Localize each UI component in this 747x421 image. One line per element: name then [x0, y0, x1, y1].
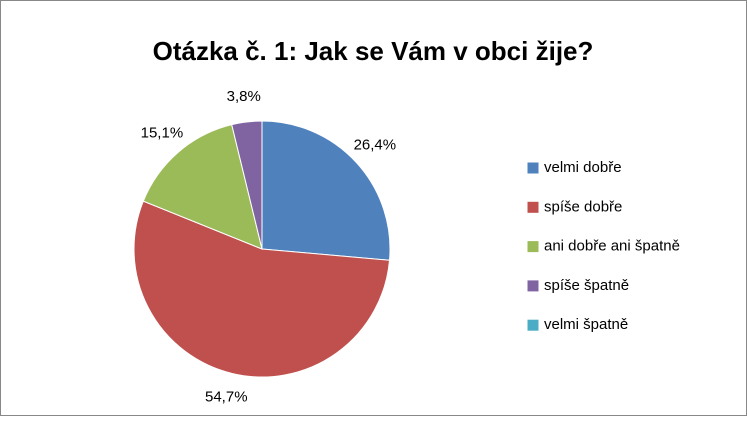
- legend-label: spíše dobře: [544, 198, 622, 215]
- data-label: 15,1%: [141, 124, 184, 141]
- pie-slice: [142, 124, 263, 250]
- legend-label: velmi špatně: [544, 316, 628, 333]
- data-label: 26,4%: [354, 137, 397, 154]
- legend-swatch: [526, 318, 540, 332]
- data-label: 3,8%: [227, 88, 261, 105]
- pie-slice: [261, 120, 391, 261]
- legend-label: ani dobře ani špatně: [544, 238, 680, 255]
- data-label: 54,7%: [205, 389, 248, 406]
- legend-label: velmi dobře: [544, 159, 622, 176]
- legend-swatch: [526, 161, 540, 175]
- legend-swatch: [526, 200, 540, 214]
- chart-title: Otázka č. 1: Jak se Vám v obci žije?: [153, 36, 594, 66]
- pie-slice: [133, 200, 391, 378]
- legend-swatch: [526, 240, 540, 254]
- legend-label: spíše špatně: [544, 277, 629, 294]
- legend-swatch: [526, 279, 540, 293]
